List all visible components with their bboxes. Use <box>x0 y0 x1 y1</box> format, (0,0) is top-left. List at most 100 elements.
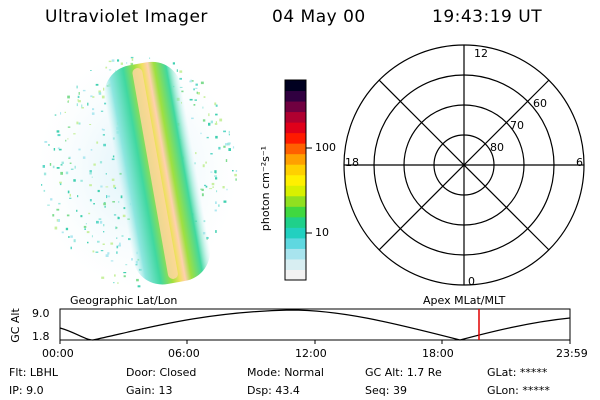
uv-speckle-dot <box>99 161 103 164</box>
lat-label-80: 80 <box>490 141 504 154</box>
uv-speckle-dot <box>216 190 218 193</box>
uv-speckle-dot <box>68 236 70 238</box>
uv-speckle-dot <box>203 96 206 98</box>
uv-speckle-dot <box>65 227 69 231</box>
uv-speckle-dot <box>52 165 55 169</box>
orbit-y-tick-top: 9.0 <box>32 307 50 320</box>
orbit-x-tick-0: 00:00 <box>42 347 74 360</box>
colorbar-swatch <box>285 216 306 228</box>
uv-speckle-dot <box>123 275 126 278</box>
uv-speckle-dot <box>115 226 117 230</box>
uv-speckle-dot <box>77 195 79 198</box>
uv-speckle-dot <box>228 134 230 136</box>
uv-speckle-dot <box>67 100 69 103</box>
colorbar-swatch <box>285 206 306 218</box>
uv-speckle-dot <box>191 117 194 120</box>
uv-speckle-dot <box>116 226 118 229</box>
colorbar-tick-100: 100 <box>315 141 336 154</box>
uv-speckle-dot <box>214 175 217 177</box>
uv-speckle-dot <box>116 245 119 249</box>
orbit-x-tick-4: 23:59 <box>556 347 588 360</box>
uv-speckle-dot <box>104 205 106 208</box>
uv-speckle-dot <box>91 176 93 178</box>
uv-speckle-dot <box>78 148 81 151</box>
uv-speckle-dot <box>73 239 76 243</box>
uv-speckle-dot <box>65 139 67 142</box>
uv-speckle-dot <box>83 225 87 228</box>
uv-speckle-dot <box>116 251 118 254</box>
uv-speckle-dot <box>235 178 237 181</box>
uv-speckle-dot <box>50 198 53 201</box>
uv-speckle-dot <box>100 250 104 252</box>
uv-speckle-dot <box>90 70 92 71</box>
uv-speckle-dot <box>235 170 238 172</box>
uv-speckle-dot <box>92 250 95 253</box>
colorbar-swatch <box>285 90 306 102</box>
uv-speckle-dot <box>65 171 69 175</box>
glat-status: GLat: ***** <box>487 366 548 379</box>
auroral-oval-band <box>104 61 211 285</box>
colorbar-swatch <box>285 258 306 270</box>
uv-speckle-dot <box>113 214 117 216</box>
seq-status: Seq: 39 <box>365 384 407 397</box>
colorbar-swatch <box>285 153 306 165</box>
uv-speckle-dot <box>195 83 198 86</box>
colorbar-swatch <box>285 185 306 197</box>
uv-speckle-dot <box>206 136 209 139</box>
uv-speckle-dot <box>214 102 217 106</box>
uv-speckle-dot <box>215 104 218 107</box>
uv-speckle-dot <box>193 104 196 106</box>
uv-speckle-dot <box>208 113 210 117</box>
uv-speckle-dot <box>215 113 218 116</box>
mlt-label-18: 18 <box>345 156 359 169</box>
uv-speckle-dot <box>121 235 124 237</box>
colorbar-swatch <box>285 237 306 249</box>
mlt-label-6: 6 <box>576 156 583 169</box>
uv-speckle-dot <box>89 124 92 125</box>
uv-speckle-dot <box>53 148 56 151</box>
uv-speckle-dot <box>117 59 120 62</box>
uv-speckle-dot <box>212 186 214 188</box>
uv-speckle-dot <box>43 189 46 192</box>
colorbar-swatch <box>285 227 306 239</box>
colorbar-swatch <box>285 248 306 260</box>
uv-speckle-dot <box>56 130 60 133</box>
uv-speckle-dot <box>200 132 202 135</box>
uv-speckle-dot <box>196 91 198 94</box>
uv-speckle-dot <box>120 195 123 199</box>
uv-speckle-dot <box>111 158 115 161</box>
instrument-title: Ultraviolet Imager <box>45 7 208 27</box>
time-label: 19:43:19 UT <box>432 7 543 27</box>
uv-speckle-dot <box>227 142 230 146</box>
uv-speckle-dot <box>214 123 218 125</box>
uv-speckle-dot <box>205 185 208 188</box>
uv-speckle-dot <box>102 134 105 136</box>
uv-speckle-dot <box>84 228 86 230</box>
uv-speckle-dot <box>110 260 114 262</box>
uv-speckle-dot <box>78 100 81 103</box>
uv-speckle-dot <box>181 90 184 93</box>
uv-speckle-dot <box>195 87 198 89</box>
orbit-x-tick-3: 18:00 <box>422 347 454 360</box>
uv-speckle-dot <box>69 193 71 197</box>
uv-speckle-dot <box>130 56 134 59</box>
uv-speckle-dot <box>106 195 108 199</box>
uv-speckle-dot <box>67 95 70 99</box>
uv-speckle-dot <box>59 182 62 186</box>
colorbar-tick-10: 10 <box>315 226 329 239</box>
gain-status: Gain: 13 <box>126 384 173 397</box>
uv-speckle-dot <box>107 252 110 255</box>
dsp-status: Dsp: 43.4 <box>247 384 300 397</box>
mlt-label-0: 0 <box>468 275 475 288</box>
uv-speckle-dot <box>208 122 211 126</box>
orbit-left-label: Geographic Lat/Lon <box>70 294 178 307</box>
uv-speckle-dot <box>59 181 62 184</box>
uv-speckle-dot <box>194 99 197 101</box>
uv-speckle-dot <box>43 172 47 176</box>
uv-speckle-dot <box>49 163 52 166</box>
uv-speckle-dot <box>116 237 118 239</box>
uv-speckle-dot <box>42 165 45 168</box>
uv-speckle-dot <box>108 69 112 71</box>
uv-speckle-dot <box>120 62 123 65</box>
